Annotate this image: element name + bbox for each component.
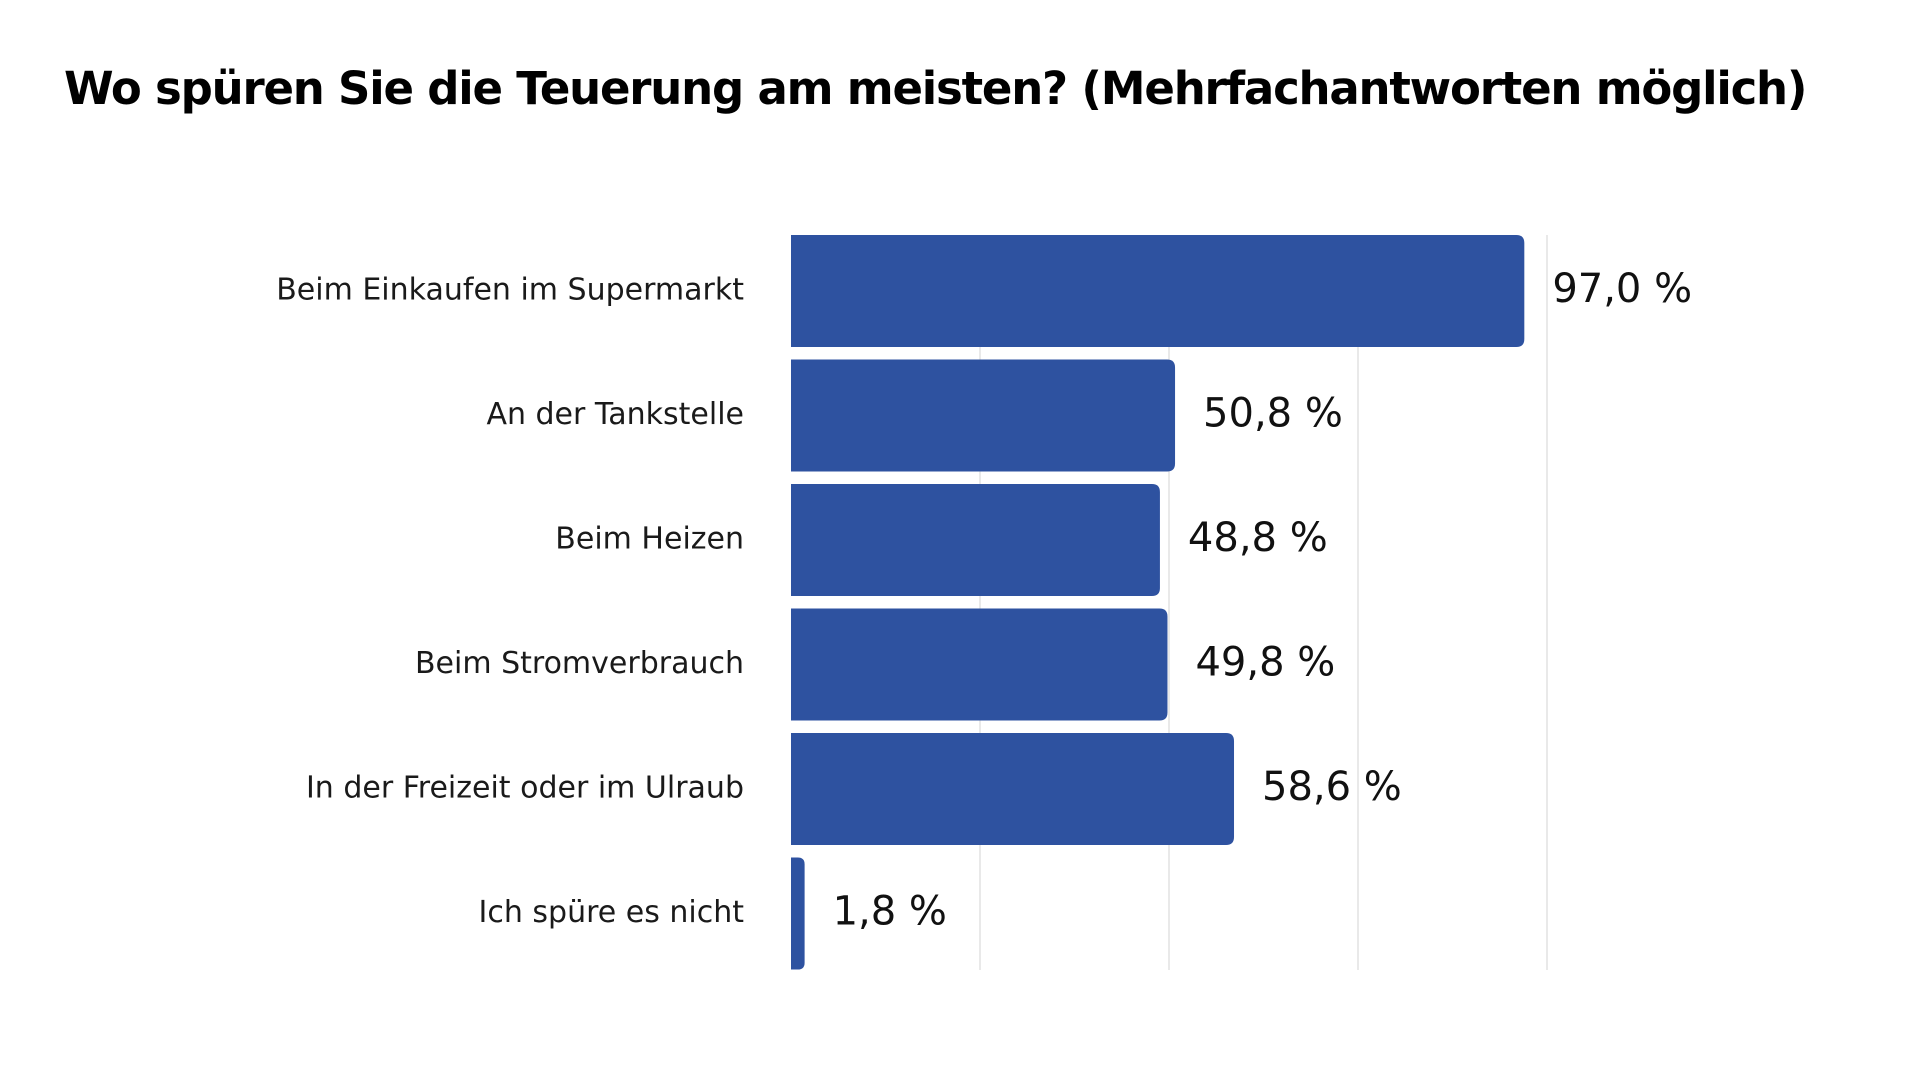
- chart-title: Wo spüren Sie die Teuerung am meisten? (…: [64, 62, 1807, 115]
- category-labels: Beim Einkaufen im Supermarkt An der Tanks…: [276, 273, 744, 931]
- category-label-1: Beim Einkaufen im Supermarkt: [276, 273, 744, 308]
- value-labels: 97,0 % 50,8 % 48,8 % 49,8 % 58,6 % 1,8 %: [833, 266, 1693, 935]
- category-label-4: Beim Stromverbrauch: [415, 646, 744, 681]
- value-label-3: 48,8 %: [1188, 515, 1328, 561]
- value-label-5: 58,6 %: [1262, 764, 1402, 810]
- category-label-3: Beim Heizen: [555, 522, 744, 557]
- bar-2: [791, 359, 1176, 472]
- category-label-5: In der Freizeit oder im Ulraub: [306, 771, 744, 806]
- category-label-6: Ich spüre es nicht: [479, 895, 745, 930]
- value-label-6: 1,8 %: [833, 889, 947, 935]
- bar-5: [791, 733, 1235, 845]
- bar-6: [791, 857, 805, 970]
- category-label-2: An der Tankstelle: [486, 397, 744, 432]
- value-label-2: 50,8 %: [1203, 391, 1343, 437]
- bar-1: [791, 235, 1525, 347]
- bar-3: [791, 484, 1160, 596]
- value-label-4: 49,8 %: [1195, 640, 1335, 686]
- grid-lines: [979, 235, 1548, 970]
- bar-4: [791, 608, 1168, 721]
- value-label-1: 97,0 %: [1552, 266, 1692, 312]
- bars: [791, 235, 1525, 970]
